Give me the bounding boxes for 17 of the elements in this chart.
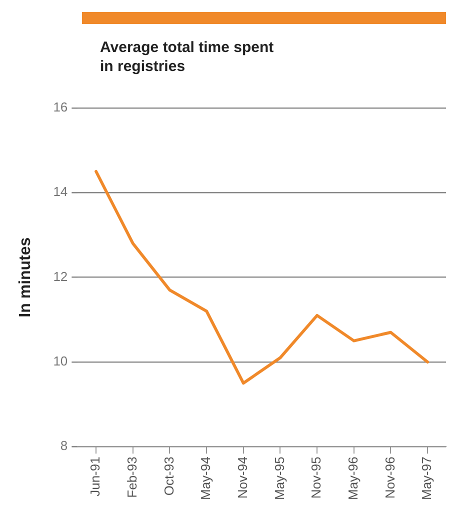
x-tick-label: May-96 bbox=[345, 456, 360, 500]
x-tick-label: Nov-94 bbox=[234, 456, 250, 499]
y-tick-label: 14 bbox=[53, 184, 68, 200]
chart-title: Average total time spent in registries bbox=[100, 38, 275, 76]
x-tick-label: Jun-91 bbox=[88, 456, 103, 496]
y-tick-label: 8 bbox=[60, 438, 68, 454]
x-tick-label: May-95 bbox=[272, 456, 287, 500]
x-tick-label: Nov-96 bbox=[382, 456, 398, 499]
x-tick-label: Feb-93 bbox=[124, 456, 140, 498]
y-tick-label: 12 bbox=[53, 268, 68, 284]
x-tick-label: May-97 bbox=[419, 456, 434, 500]
x-tick-label: Nov-95 bbox=[308, 456, 324, 499]
y-tick-label: 10 bbox=[53, 354, 68, 369]
y-tick-label: 16 bbox=[53, 100, 68, 115]
y-axis-title: In minutes bbox=[17, 237, 34, 318]
x-tick-label: Oct-93 bbox=[161, 456, 176, 496]
x-tick-label: May-94 bbox=[198, 456, 214, 500]
